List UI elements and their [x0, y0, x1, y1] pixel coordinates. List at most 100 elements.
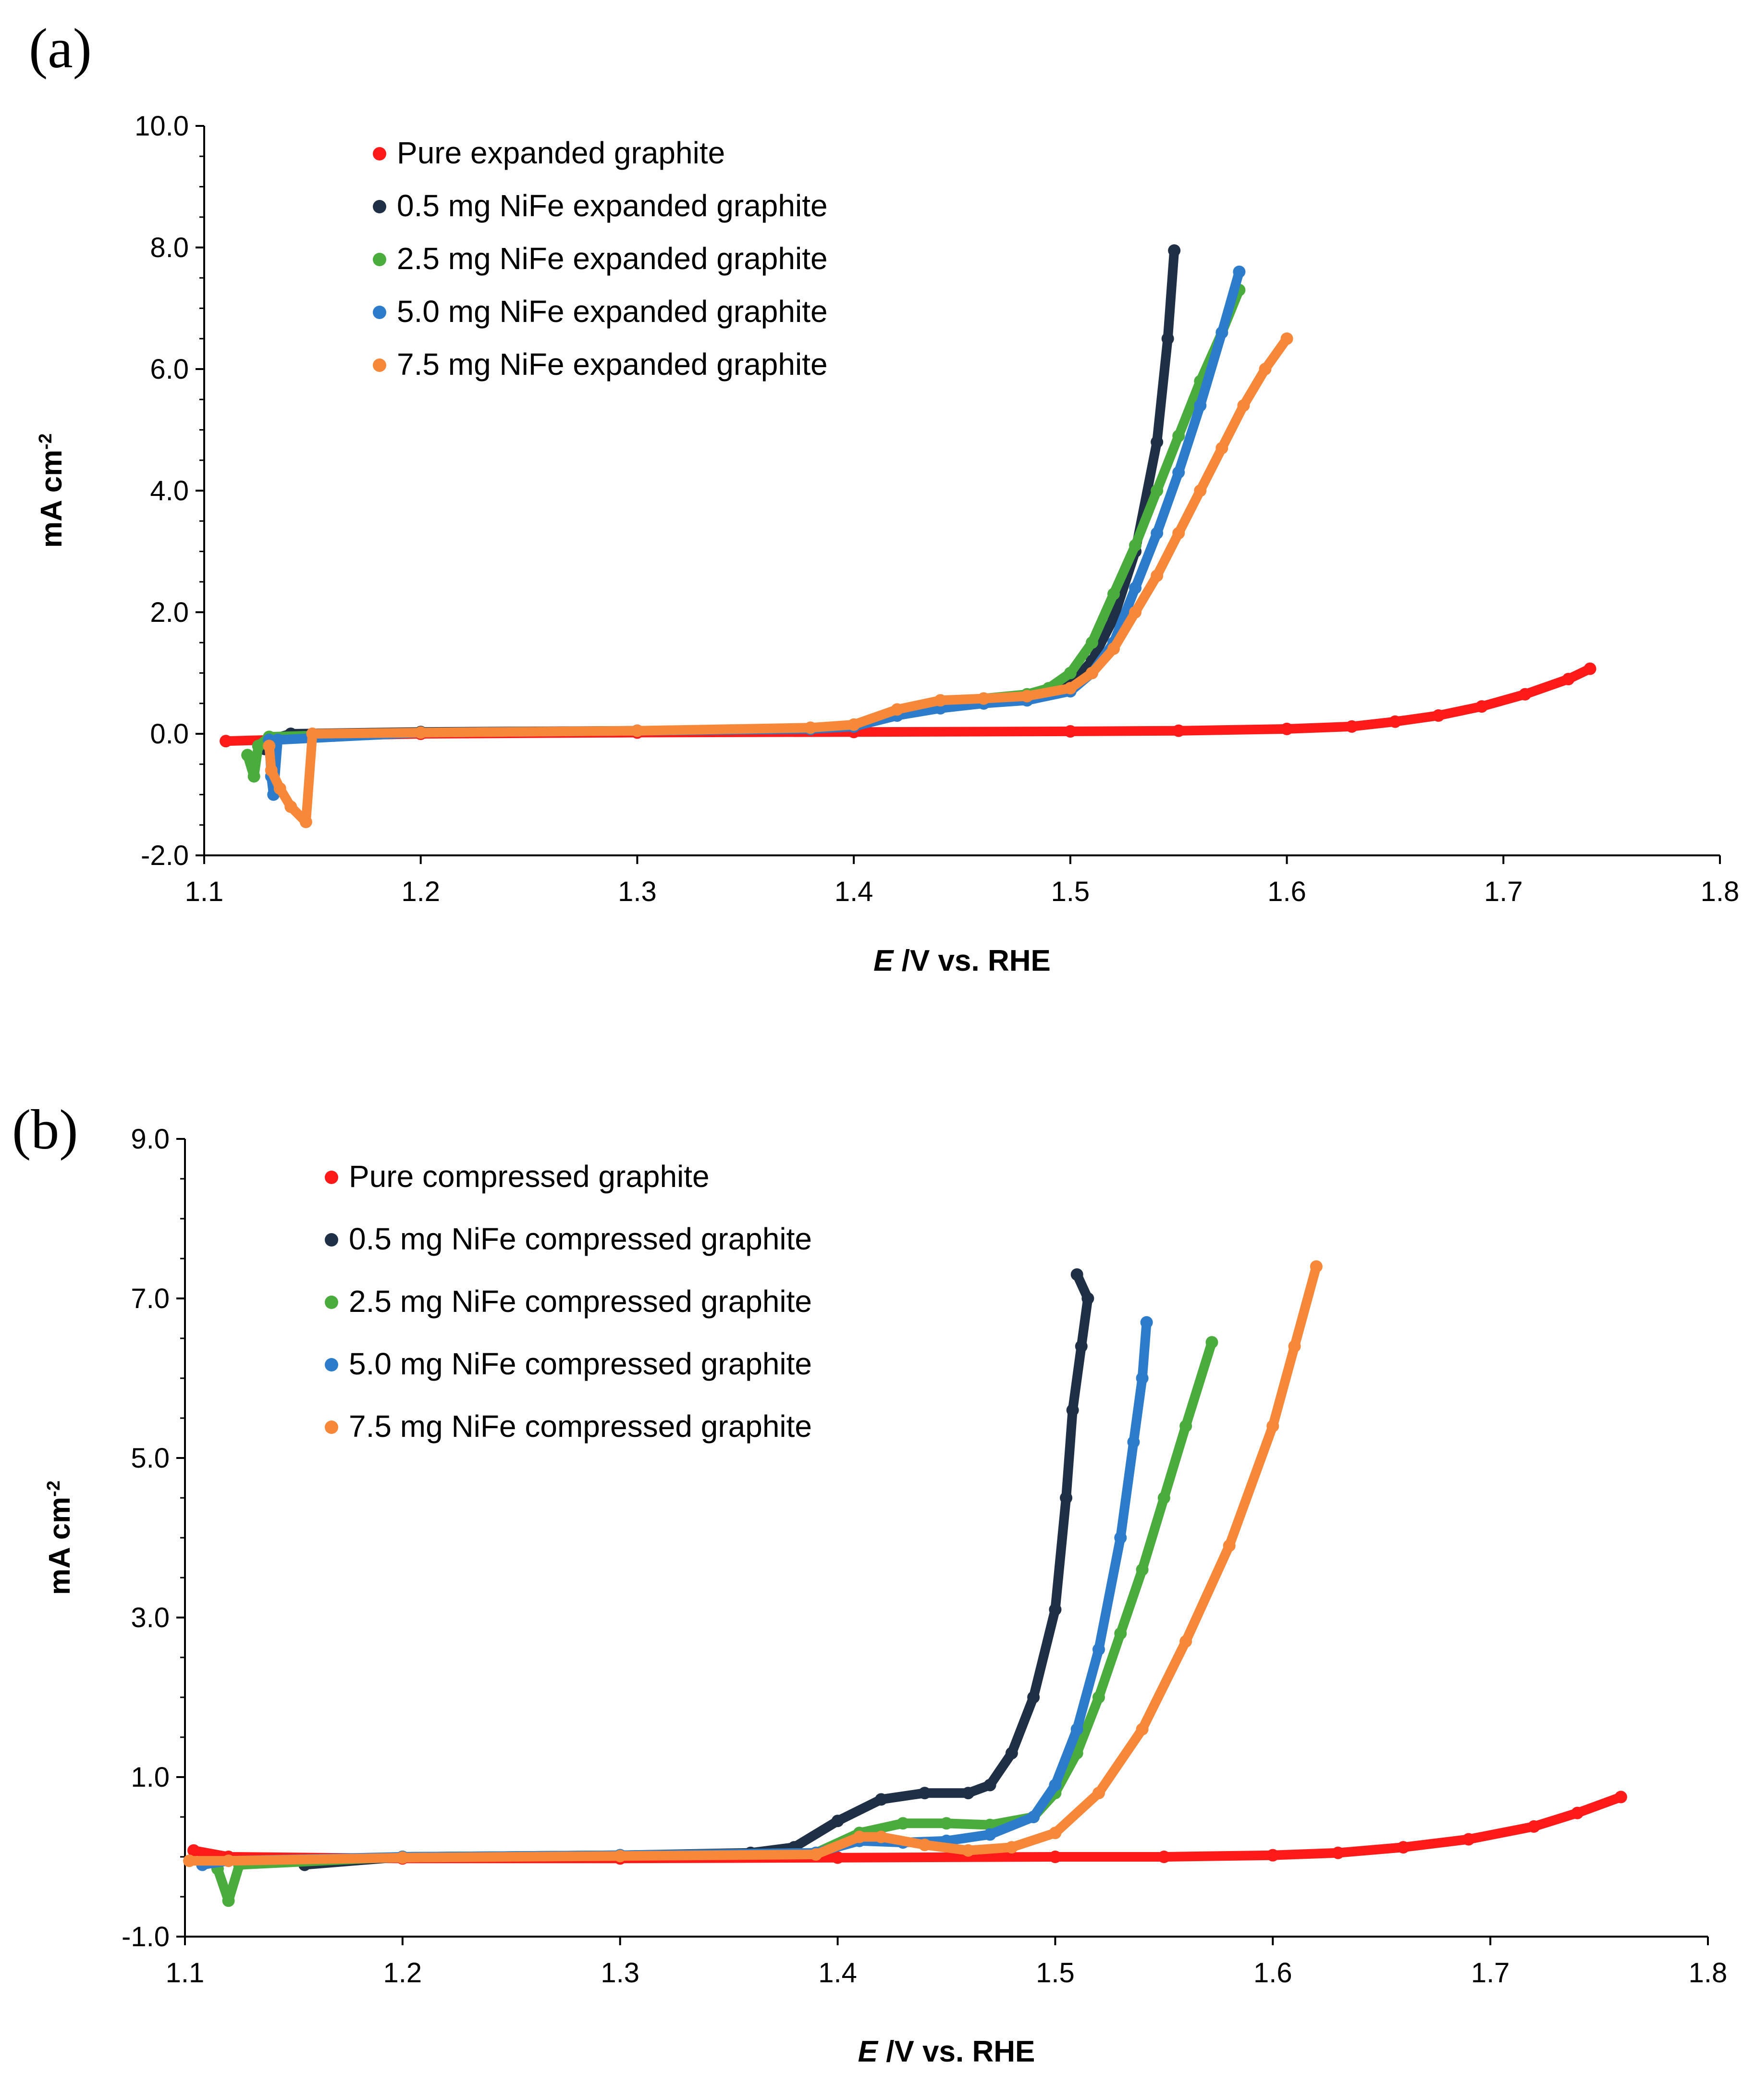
data-point [220, 735, 233, 748]
data-point [1179, 1635, 1192, 1648]
data-point [1060, 1492, 1073, 1504]
legend-marker [373, 200, 386, 213]
data-point [1168, 244, 1181, 257]
data-point [1005, 1841, 1018, 1854]
data-point [1157, 1851, 1170, 1863]
legend-label: 5.0 mg NiFe expanded graphite [397, 294, 828, 329]
data-point [1070, 1268, 1083, 1281]
data-point [306, 728, 319, 740]
data-point [1571, 1806, 1584, 1819]
data-point [1194, 399, 1207, 412]
data-point [1049, 1851, 1062, 1863]
y-tick-label: 3.0 [131, 1602, 170, 1633]
series-4 [196, 1316, 1153, 1871]
data-point [1194, 484, 1207, 497]
data-point [1127, 1435, 1140, 1448]
x-tick-label: 1.7 [1471, 1957, 1510, 1989]
data-point [875, 1793, 888, 1806]
data-point [1215, 442, 1228, 455]
x-tick-label: 1.5 [1036, 1957, 1075, 1989]
data-point [299, 815, 312, 828]
data-point [1237, 399, 1250, 412]
data-point [273, 782, 286, 795]
data-point [1233, 265, 1246, 278]
data-point [222, 1854, 235, 1867]
y-axis-label: mA cm-2 [43, 1481, 76, 1595]
legend-marker [373, 358, 386, 372]
legend-label: 2.5 mg NiFe compressed graphite [349, 1284, 812, 1319]
data-point [183, 1854, 196, 1867]
data-point [1129, 539, 1142, 552]
legend-marker [325, 1171, 338, 1184]
x-tick-label: 1.6 [1253, 1957, 1292, 1989]
data-point [1049, 1779, 1062, 1791]
data-point [1136, 1563, 1149, 1576]
data-point [1280, 332, 1293, 345]
y-tick-label: 0.0 [150, 718, 189, 750]
y-tick-label: 7.0 [131, 1283, 170, 1314]
data-point [1583, 662, 1596, 675]
data-point [631, 724, 644, 737]
legend-label: 2.5 mg NiFe expanded graphite [397, 241, 828, 276]
data-point [1136, 1723, 1149, 1736]
legend-marker [325, 1233, 338, 1247]
data-point [934, 694, 947, 707]
data-point [804, 721, 817, 734]
data-point [222, 1894, 235, 1907]
data-point [1562, 673, 1575, 686]
data-point [614, 1850, 626, 1863]
data-point [1345, 720, 1358, 733]
y-axis-label: mA cm-2 [35, 433, 68, 548]
data-point [1092, 1643, 1105, 1656]
series-line [184, 1261, 1321, 1866]
data-point [1140, 1316, 1153, 1329]
legend-marker [325, 1421, 338, 1434]
data-point [247, 770, 260, 783]
legend-label: 5.0 mg NiFe compressed graphite [349, 1346, 812, 1381]
data-point [962, 1844, 975, 1857]
legend-label: 7.5 mg NiFe expanded graphite [397, 347, 828, 382]
x-axis-label: E /V vs. RHE [858, 2035, 1035, 2068]
data-point [1151, 527, 1164, 540]
data-point [1157, 1492, 1170, 1504]
data-point [1280, 722, 1293, 735]
data-point [187, 1844, 200, 1857]
data-point [1107, 612, 1120, 625]
data-point [891, 703, 904, 716]
legend-marker [373, 253, 386, 266]
data-point [875, 1830, 888, 1843]
data-point [1266, 1420, 1279, 1433]
data-point [1151, 435, 1164, 448]
data-point [983, 1818, 996, 1831]
x-tick-label: 1.2 [383, 1957, 422, 1989]
data-point [414, 726, 427, 739]
legend-marker [325, 1358, 338, 1371]
data-point [977, 692, 990, 705]
legend-label: 7.5 mg NiFe compressed graphite [349, 1409, 812, 1444]
data-point [1005, 1747, 1018, 1760]
data-point [1085, 667, 1098, 679]
data-point [810, 1848, 822, 1861]
x-tick-label: 1.4 [818, 1957, 857, 1989]
data-point [1081, 1292, 1094, 1305]
y-tick-label: -1.0 [122, 1921, 170, 1952]
x-tick-label: 1.4 [835, 876, 873, 907]
x-tick-label: 1.6 [1267, 876, 1306, 907]
data-point [1049, 1603, 1062, 1616]
legend-label: 0.5 mg NiFe expanded graphite [397, 188, 828, 223]
x-tick-label: 1.1 [185, 876, 224, 907]
data-point [1020, 690, 1033, 703]
data-point [1070, 1723, 1083, 1736]
chart-panel-b: (b) 1.1 1.2 1.3 1.4 1.5 1.6 1.7 1.8 -1.0 1.0 3.0 5.0… [12, 1098, 1727, 2068]
data-point [1151, 484, 1164, 497]
series-line [197, 1317, 1152, 1870]
series-5 [263, 332, 1293, 828]
data-point [1388, 715, 1401, 728]
data-point [1075, 1340, 1088, 1353]
data-point [1092, 1787, 1105, 1800]
data-point [1266, 1849, 1279, 1862]
data-point [265, 764, 278, 777]
data-point [1614, 1791, 1627, 1804]
data-point [1519, 688, 1532, 701]
